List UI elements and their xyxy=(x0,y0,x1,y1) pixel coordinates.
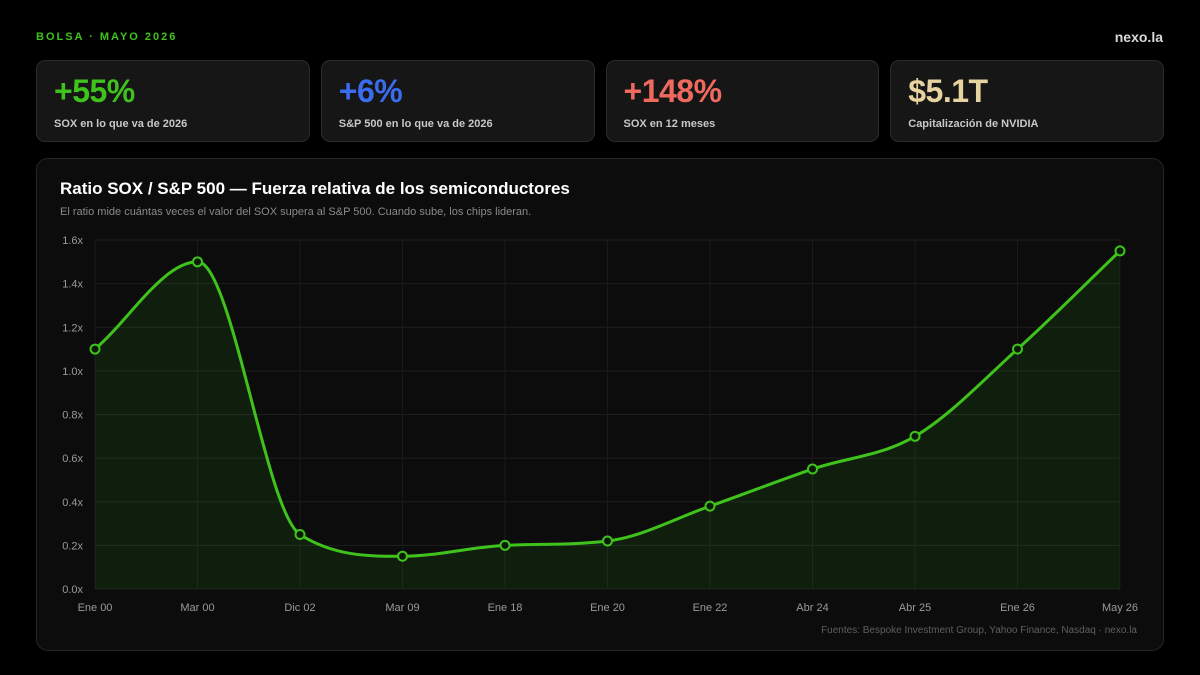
kpi-value: +55% xyxy=(54,73,135,109)
y-tick-label: 0.2x xyxy=(62,540,83,552)
data-point[interactable] xyxy=(602,535,613,547)
x-tick-label: Mar 09 xyxy=(385,602,419,614)
kpi-label: SOX en lo que va de 2026 xyxy=(54,118,188,130)
kpi-label: S&P 500 en lo que va de 2026 xyxy=(338,118,493,130)
section-kicker: BOLSA · MAYO 2026 xyxy=(36,31,178,43)
series-line xyxy=(93,249,1122,558)
x-tick-label: Ene 00 xyxy=(78,602,113,614)
x-tick-label: Ene 22 xyxy=(693,602,728,614)
x-tick-label: Ene 20 xyxy=(590,602,625,614)
x-tick-label: Ene 18 xyxy=(488,602,523,614)
data-point[interactable] xyxy=(1114,245,1126,257)
y-tick-label: 1.6x xyxy=(62,235,83,247)
data-point[interactable] xyxy=(499,539,511,551)
series-area xyxy=(95,250,1120,589)
kpi-card-sp500-ytd: +6% S&P 500 en lo que va de 2026 xyxy=(320,60,595,142)
chart-title: Ratio SOX / S&P 500 — Fuerza relativa de… xyxy=(60,179,570,198)
kpi-card-sox-ytd: +55% SOX en lo que va de 2026 xyxy=(36,60,310,142)
x-tick-label: May 26 xyxy=(1102,602,1138,614)
kpi-label: SOX en 12 meses xyxy=(623,118,716,130)
data-point[interactable] xyxy=(1012,343,1023,355)
kpi-row: +55% SOX en lo que va de 2026 +6% S&P 50… xyxy=(36,60,1164,142)
chart-panel: 0.0x 0.2x 0.4x 0.6x 0.8x 1.0x 1.2x 1.4x 1.6x Ene… xyxy=(36,158,1164,651)
kpi-card-nvidia-cap: $5.1T Capitalización de NVIDIA xyxy=(890,60,1164,142)
data-point[interactable] xyxy=(807,463,818,475)
data-point[interactable] xyxy=(397,550,408,562)
x-tick-label: Mar 00 xyxy=(180,602,214,614)
x-tick-label: Ene 26 xyxy=(1000,602,1035,614)
chart-line-layer xyxy=(93,249,1122,558)
kpi-value: $5.1T xyxy=(908,73,988,109)
y-tick-label: 0.8x xyxy=(62,410,83,422)
chart-grid xyxy=(94,239,1121,590)
source-note: Fuentes: Bespoke Investment Group, Yahoo… xyxy=(821,625,1137,636)
y-tick-label: 1.0x xyxy=(62,366,83,378)
y-tick-label: 1.2x xyxy=(62,322,83,334)
x-tick-label: Abr 25 xyxy=(899,602,931,614)
x-tick-label: Abr 24 xyxy=(796,602,828,614)
kpi-value: +148% xyxy=(623,73,723,109)
data-point[interactable] xyxy=(909,430,921,442)
y-axis-ticks: 0.0x 0.2x 0.4x 0.6x 0.8x 1.0x 1.2x 1.4x 1.6x xyxy=(62,235,83,596)
x-tick-label: Dic 02 xyxy=(284,602,315,614)
data-point[interactable] xyxy=(704,500,716,512)
data-point[interactable] xyxy=(89,343,101,355)
data-point[interactable] xyxy=(294,528,306,540)
y-tick-label: 0.0x xyxy=(62,584,83,596)
y-tick-label: 0.4x xyxy=(62,497,83,509)
kpi-value: +6% xyxy=(338,73,403,109)
chart-points xyxy=(89,245,1126,562)
y-tick-label: 0.6x xyxy=(62,453,83,465)
x-axis-ticks: Ene 00 Mar 00 Dic 02 Mar 09 Ene 18 Ene 20 Ene … xyxy=(78,602,1138,614)
data-point[interactable] xyxy=(192,256,203,268)
y-tick-label: 1.4x xyxy=(62,279,83,291)
chart-area-layer xyxy=(95,250,1120,589)
kpi-label: Capitalización de NVIDIA xyxy=(908,118,1039,130)
brand-logo-text[interactable]: nexo.la xyxy=(1114,29,1163,45)
chart-subtitle: El ratio mide cuántas veces el valor del… xyxy=(60,206,532,218)
ratio-chart: 0.0x 0.2x 0.4x 0.6x 0.8x 1.0x 1.2x 1.4x 1.6x Ene… xyxy=(62,235,1138,614)
kpi-card-sox-12m: +148% SOX en 12 meses xyxy=(605,60,880,142)
